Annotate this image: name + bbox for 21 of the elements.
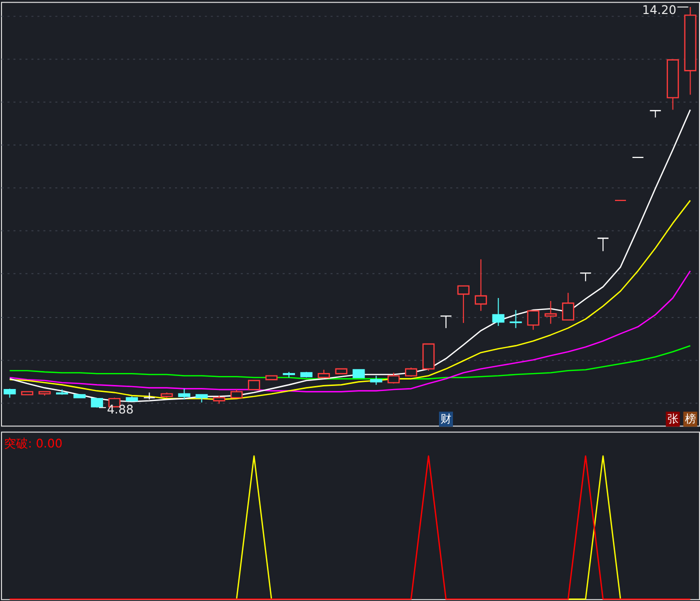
candlestick <box>4 388 16 398</box>
candlestick <box>649 110 662 118</box>
annotation: 4.88 <box>106 402 134 417</box>
chart-title: 突破: 0.00 <box>4 436 62 451</box>
candlestick <box>562 292 574 321</box>
annotation: 榜 <box>684 412 696 426</box>
candlestick <box>178 388 190 400</box>
candlestick <box>457 285 470 324</box>
candlestick <box>248 380 260 390</box>
candlestick <box>544 300 557 324</box>
candlestick <box>474 258 487 312</box>
annotation: 张 <box>667 412 678 426</box>
annotation: 财 <box>440 412 452 426</box>
candlestick <box>492 297 504 326</box>
candlestick <box>527 310 540 330</box>
annotation: 14.20 <box>642 2 676 17</box>
candlestick <box>579 272 592 282</box>
candlestick <box>440 315 452 329</box>
candlestick <box>370 375 382 386</box>
candlestick <box>510 310 522 329</box>
candlestick <box>596 238 610 252</box>
